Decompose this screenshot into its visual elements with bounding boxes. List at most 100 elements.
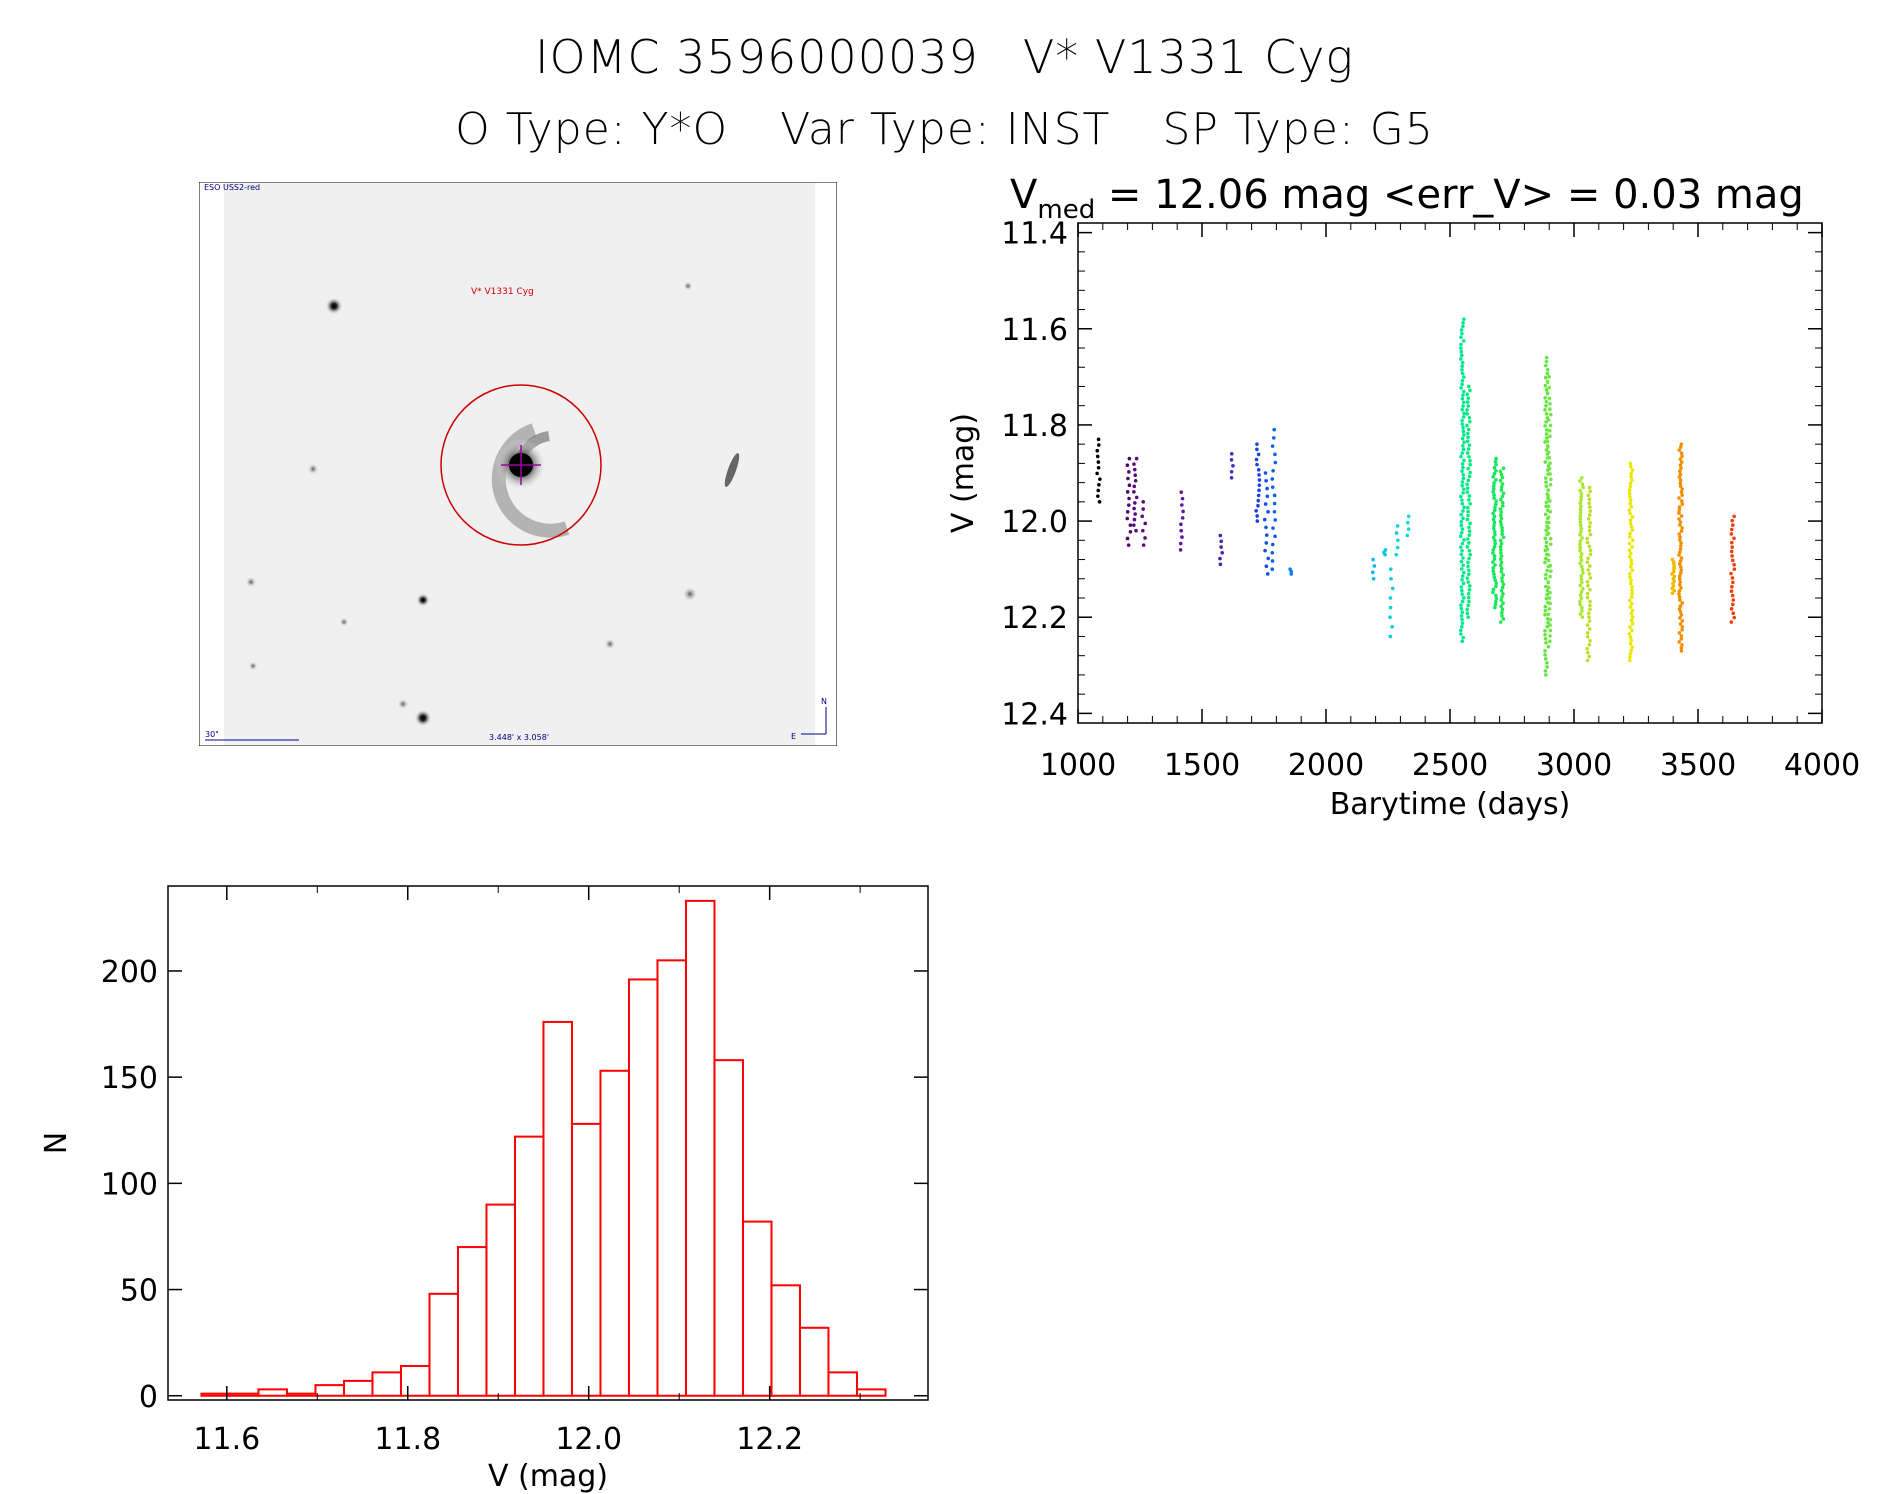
data-point	[1679, 649, 1684, 653]
data-point	[1678, 457, 1683, 461]
data-point	[1128, 523, 1133, 527]
data-point	[1466, 564, 1470, 569]
data-point	[1543, 653, 1547, 657]
data-point	[1461, 516, 1465, 521]
data-point	[1543, 669, 1548, 673]
data-point	[1500, 475, 1505, 480]
data-point	[1679, 556, 1684, 560]
data-point	[1468, 419, 1472, 424]
data-point	[1548, 542, 1553, 546]
data-point	[1630, 478, 1634, 482]
data-point	[1256, 493, 1261, 498]
data-point	[1677, 577, 1682, 581]
data-point	[1257, 478, 1262, 482]
data-point	[1679, 586, 1683, 590]
data-point	[1548, 434, 1552, 439]
data-point	[1588, 552, 1593, 557]
data-point	[1679, 613, 1684, 617]
data-point	[1462, 505, 1466, 510]
data-point	[1459, 567, 1464, 571]
data-point	[1388, 615, 1392, 620]
data-point	[1466, 591, 1471, 596]
data-point	[1492, 557, 1497, 561]
data-point	[1460, 451, 1464, 455]
data-point	[1548, 617, 1553, 622]
histogram-bar	[855, 1388, 887, 1397]
data-point	[1588, 489, 1592, 494]
data-point	[1406, 514, 1411, 519]
data-point	[1219, 545, 1223, 549]
data-point	[1491, 566, 1496, 570]
data-point	[1273, 452, 1277, 457]
data-point	[1468, 502, 1473, 506]
data-point	[1462, 400, 1466, 405]
data-point	[1678, 547, 1683, 551]
data-point	[1544, 412, 1549, 416]
data-point	[1578, 514, 1583, 518]
data-point	[1543, 363, 1548, 368]
data-point	[1272, 509, 1277, 514]
data-point	[1630, 608, 1635, 613]
data-point	[1678, 520, 1683, 524]
data-point	[1586, 493, 1591, 498]
data-point	[1499, 566, 1504, 571]
data-point	[1679, 442, 1684, 446]
data-point	[1460, 617, 1464, 622]
data-point	[1578, 599, 1582, 604]
data-point	[1729, 532, 1734, 536]
data-point	[1731, 598, 1736, 602]
data-point	[1498, 507, 1503, 511]
data-point	[1465, 545, 1470, 549]
data-point	[1465, 400, 1470, 404]
data-point	[1543, 560, 1547, 565]
data-point	[1394, 531, 1399, 535]
data-point	[1588, 639, 1592, 643]
data-point	[1546, 493, 1550, 498]
data-point	[1498, 469, 1503, 474]
data-point	[1128, 530, 1133, 534]
data-point	[1218, 556, 1222, 561]
data-point	[1630, 615, 1635, 619]
data-point	[1371, 570, 1375, 575]
data-point	[1459, 559, 1464, 564]
data-point	[1465, 439, 1470, 444]
data-point	[1461, 556, 1465, 560]
data-point	[1578, 479, 1582, 483]
data-point	[1545, 439, 1550, 444]
data-point	[1466, 505, 1470, 510]
histogram-bar	[485, 1203, 516, 1397]
data-point	[1465, 611, 1470, 616]
data-point	[1679, 634, 1684, 638]
data-point	[1627, 541, 1632, 546]
data-point	[1460, 364, 1464, 369]
data-point	[1587, 528, 1592, 533]
data-point	[1587, 544, 1592, 549]
data-point	[1500, 607, 1505, 612]
data-point	[1627, 491, 1632, 496]
data-point	[1460, 371, 1465, 376]
data-point	[1630, 588, 1634, 593]
data-point	[1498, 538, 1503, 543]
data-point	[1466, 435, 1470, 440]
data-point	[1544, 596, 1549, 601]
data-point	[1677, 592, 1681, 596]
data-point	[1500, 579, 1504, 584]
data-point	[1498, 478, 1503, 483]
plot-frame	[167, 885, 929, 1401]
data-point	[1630, 645, 1635, 649]
data-point	[1458, 357, 1463, 361]
data-point	[1491, 551, 1495, 555]
data-point	[1466, 580, 1471, 584]
data-point	[1255, 442, 1259, 446]
data-point	[1181, 509, 1185, 514]
data-point	[1270, 477, 1275, 481]
data-point	[1459, 530, 1464, 535]
data-point	[1459, 454, 1463, 459]
data-point	[1231, 463, 1235, 468]
data-point	[1493, 505, 1497, 510]
data-point	[1492, 544, 1497, 549]
data-point	[1544, 673, 1548, 677]
data-point	[1466, 404, 1471, 408]
histogram-bar	[798, 1326, 830, 1397]
data-point	[1125, 490, 1130, 494]
